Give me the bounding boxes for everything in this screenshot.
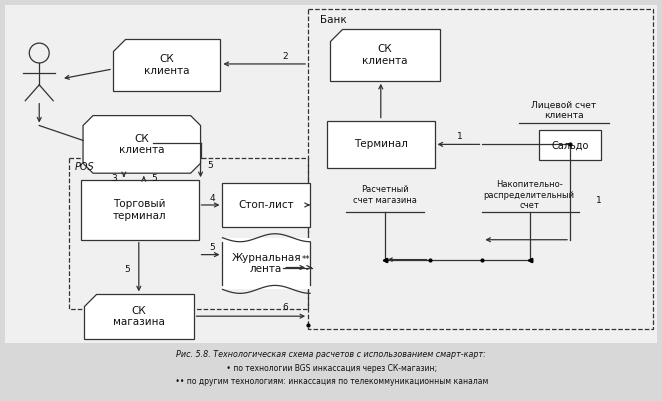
Text: СК
клиента: СК клиента: [144, 54, 189, 76]
Text: Расчетный
счет магазина: Расчетный счет магазина: [353, 185, 416, 205]
Text: Накопительно-
распределительный
счет: Накопительно- распределительный счет: [484, 180, 575, 210]
Text: **: **: [302, 255, 310, 263]
Polygon shape: [113, 39, 220, 91]
Bar: [222, 238, 310, 290]
Text: 5: 5: [151, 174, 157, 183]
Text: • по технологии BGS инкассация через СК-магазин;: • по технологии BGS инкассация через СК-…: [224, 365, 438, 373]
Text: СК
клиента: СК клиента: [362, 44, 408, 66]
Text: 5: 5: [208, 161, 213, 170]
Polygon shape: [83, 115, 201, 173]
Text: СК
магазина: СК магазина: [113, 306, 165, 328]
Bar: [327, 121, 434, 168]
Text: Лицевой счет
клиента: Лицевой счет клиента: [532, 101, 596, 120]
Text: Стоп-лист: Стоп-лист: [238, 200, 294, 210]
Text: 1: 1: [457, 132, 462, 141]
Bar: [539, 130, 601, 160]
Text: Рис. 5.8. Технологическая схема расчетов с использованием смарт-карт:: Рис. 5.8. Технологическая схема расчетов…: [176, 350, 486, 359]
Text: Сальдо: Сальдо: [551, 140, 589, 150]
Text: •• по другим технологиям: инкассация по телекоммуникационным каналам: •• по другим технологиям: инкассация по …: [173, 377, 489, 386]
Bar: [222, 183, 310, 227]
Text: Торговый
терминал: Торговый терминал: [113, 199, 167, 221]
Text: 1: 1: [596, 196, 602, 205]
Text: 4: 4: [210, 194, 215, 203]
Text: 2: 2: [283, 51, 288, 61]
Polygon shape: [84, 294, 193, 339]
Bar: [81, 180, 199, 240]
Polygon shape: [330, 29, 440, 81]
Text: 5: 5: [210, 243, 215, 252]
Bar: [308, 9, 653, 329]
Text: Журнальная
лента: Журнальная лента: [232, 253, 301, 274]
Text: СК
клиента: СК клиента: [119, 134, 165, 155]
Text: 3: 3: [111, 174, 117, 183]
Text: 5: 5: [124, 265, 130, 274]
Bar: [69, 158, 308, 309]
Text: POS: POS: [75, 162, 95, 172]
Text: Банк: Банк: [320, 15, 347, 25]
Text: Терминал: Терминал: [354, 140, 408, 150]
Bar: [5, 5, 657, 343]
Text: 6: 6: [282, 303, 288, 312]
